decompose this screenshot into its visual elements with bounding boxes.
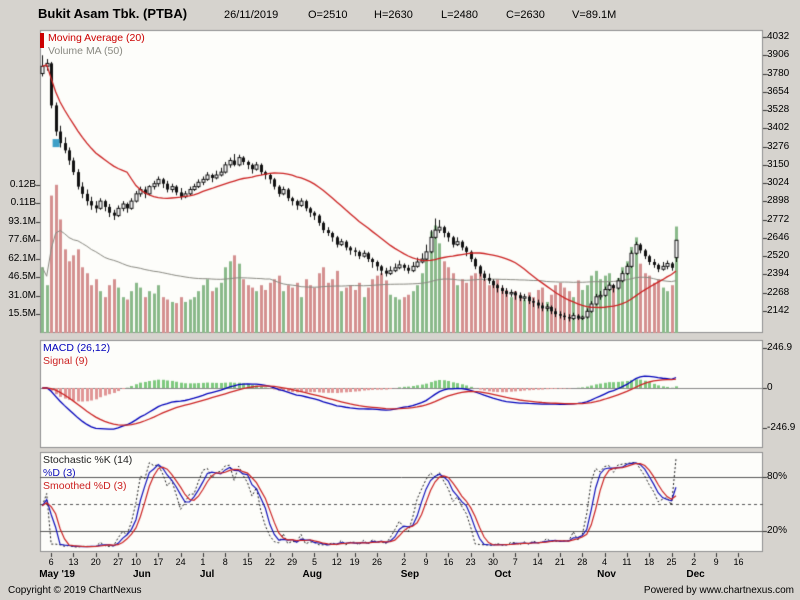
main-legend: Moving Average (20) Volume MA (50) (40, 32, 145, 58)
quote-date: 26/11/2019 (224, 9, 279, 21)
legend-signal: Signal (9) (43, 355, 88, 367)
macd-legend: MACD (26,12) Signal (9) (43, 342, 110, 368)
powered-by-text: Powered by www.chartnexus.com (643, 585, 794, 596)
legend-marker-bar (40, 33, 44, 48)
legend-moving-average: Moving Average (20) (48, 32, 145, 44)
legend-volume-ma: Volume MA (50) (48, 45, 123, 57)
legend-stoch-sd: Smoothed %D (3) (43, 480, 127, 492)
quote-high: H=2630 (374, 9, 413, 21)
quote-volume: V=89.1M (572, 9, 617, 21)
quote-open: O=2510 (308, 9, 348, 21)
quote-low: L=2480 (441, 9, 479, 21)
quote-close: C=2630 (506, 9, 545, 21)
legend-stoch-k: Stochastic %K (14) (43, 454, 133, 466)
copyright-text: Copyright © 2019 ChartNexus (8, 585, 142, 596)
legend-stoch-d: %D (3) (43, 467, 76, 479)
instrument-title: Bukit Asam Tbk. (PTBA) (38, 6, 188, 21)
legend-macd: MACD (26,12) (43, 342, 111, 354)
stochastic-legend: Stochastic %K (14) %D (3) Smoothed %D (3… (43, 454, 132, 493)
